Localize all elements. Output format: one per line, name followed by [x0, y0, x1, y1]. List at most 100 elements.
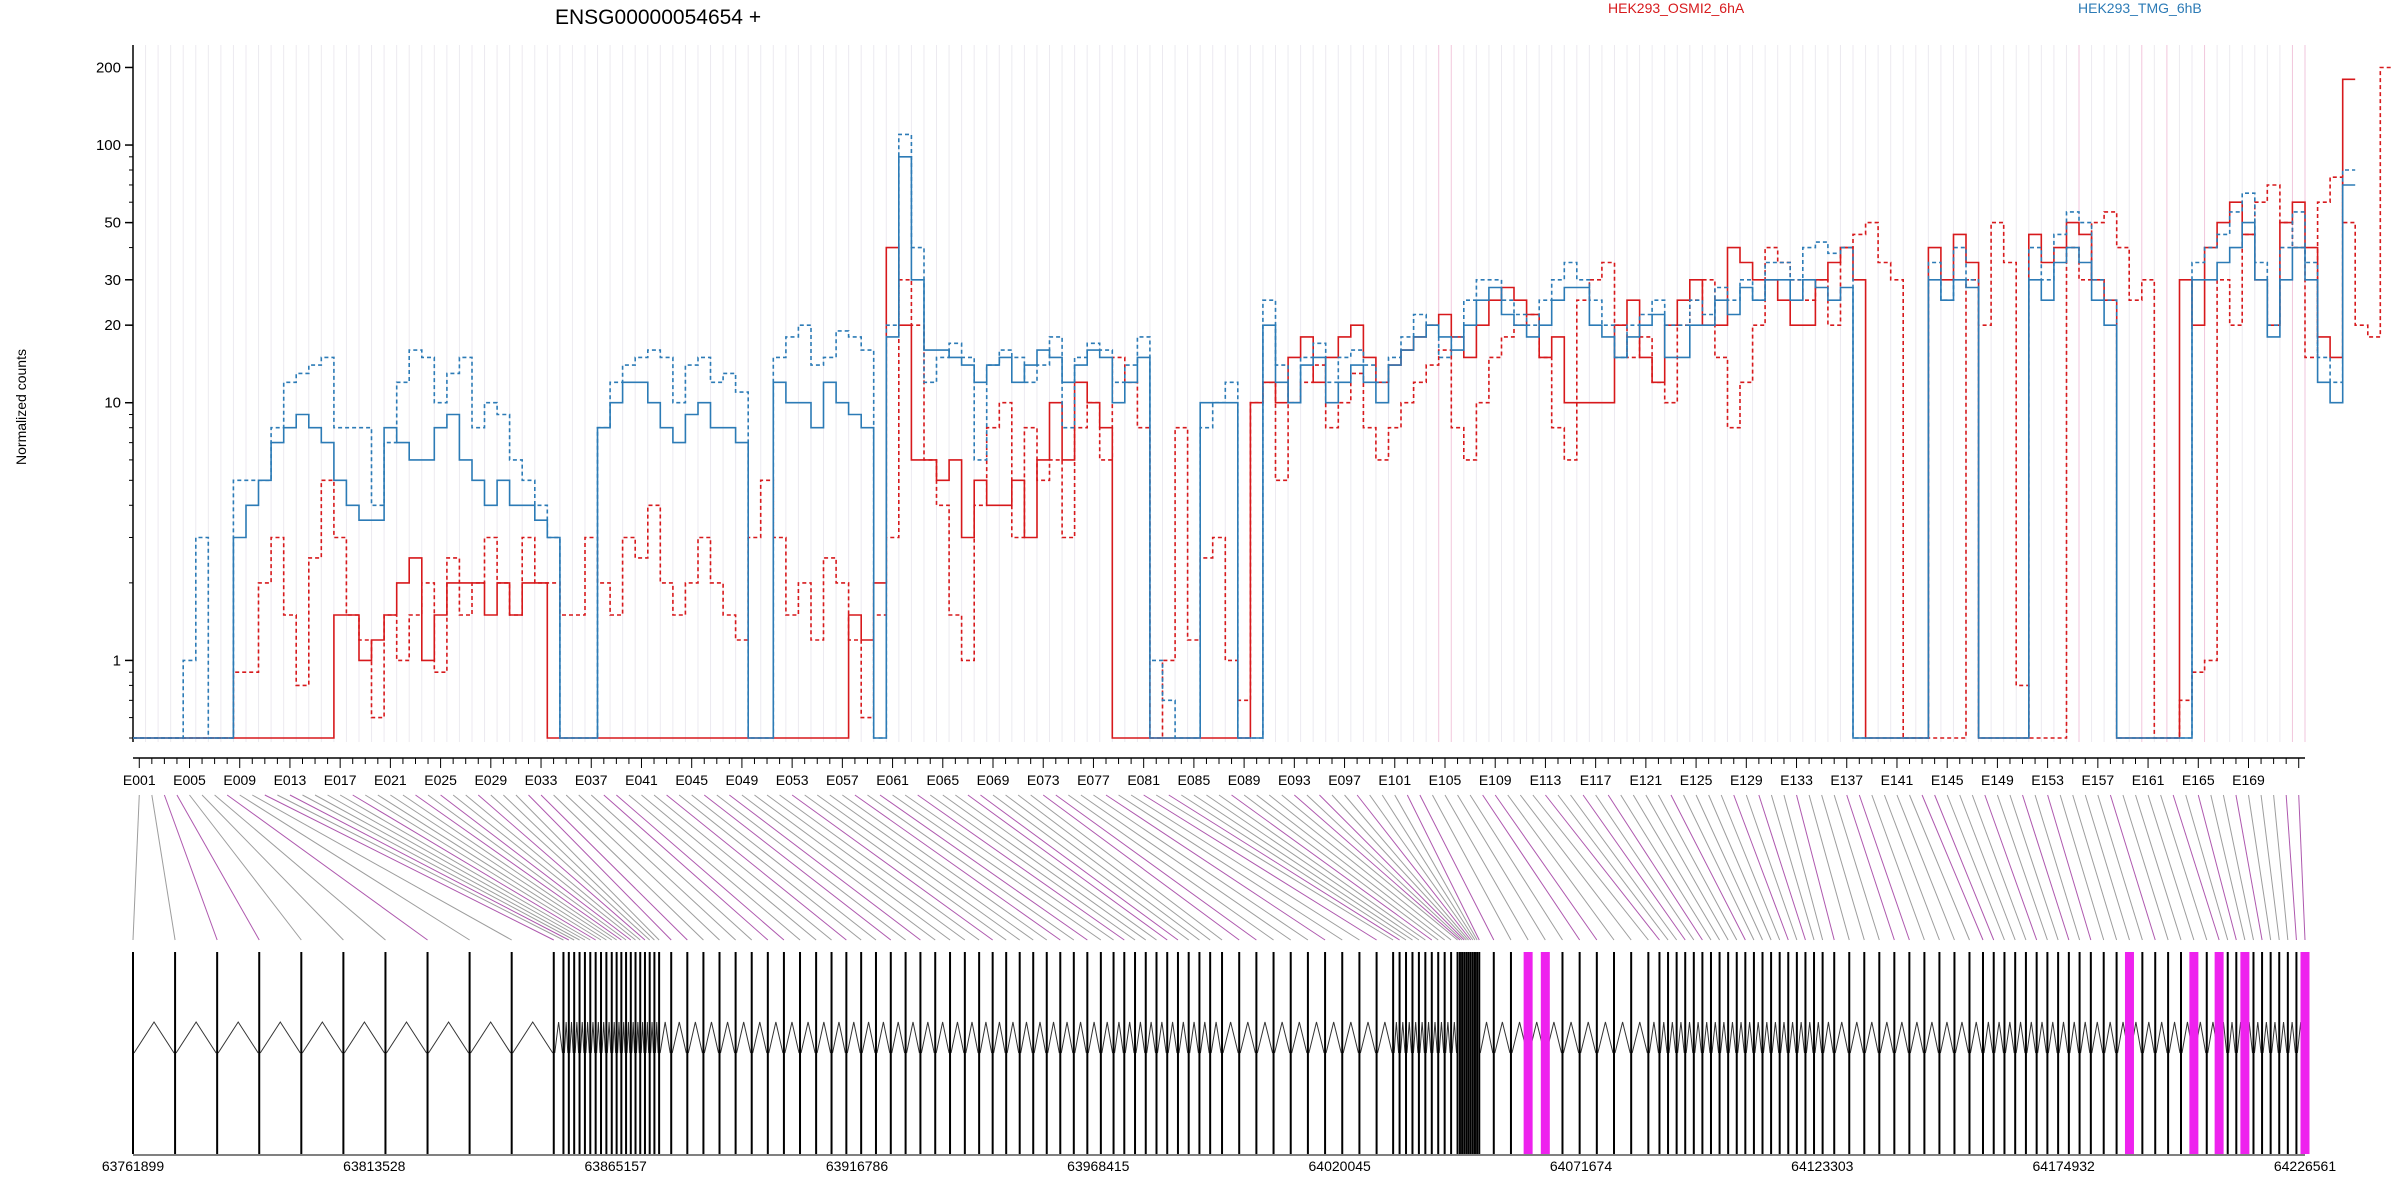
exon — [1398, 952, 1401, 1154]
connector — [616, 794, 785, 941]
intron — [386, 1021, 427, 1054]
intron — [2253, 1021, 2262, 1054]
y-tick-label: 10 — [104, 395, 121, 412]
connector — [2285, 794, 2297, 941]
intron — [950, 1021, 965, 1054]
exon — [1324, 952, 1327, 1154]
x-tick-label: E005 — [173, 772, 206, 788]
connector — [1545, 794, 1660, 941]
x-tick-label: E097 — [1328, 772, 1361, 788]
connector — [2273, 794, 2289, 941]
x-tick-label: E105 — [1429, 772, 1462, 788]
intron — [1419, 1021, 1425, 1054]
exon — [578, 952, 581, 1154]
intron — [133, 1021, 175, 1054]
intron — [784, 1021, 800, 1054]
intron — [2262, 1021, 2271, 1054]
exon — [1953, 952, 1956, 1154]
intron — [585, 1021, 590, 1054]
exon — [1863, 952, 1866, 1154]
connector — [1507, 794, 1615, 941]
intron — [768, 1021, 784, 1054]
connector — [2135, 794, 2182, 941]
exon — [1411, 952, 1414, 1154]
intron — [606, 1021, 612, 1054]
gene-model — [132, 952, 2310, 1154]
intron — [1668, 1021, 1677, 1054]
intron — [596, 1021, 601, 1054]
intron — [1969, 1021, 1983, 1054]
intron — [1101, 1021, 1114, 1054]
intron — [1702, 1021, 1711, 1054]
intron — [1754, 1021, 1763, 1054]
intron — [1780, 1021, 1788, 1054]
exon — [605, 952, 608, 1154]
intron — [671, 1021, 687, 1054]
connector — [980, 794, 1179, 941]
exon — [718, 952, 721, 1154]
exon — [2035, 952, 2038, 1154]
intron — [846, 1021, 861, 1054]
connector — [189, 794, 302, 941]
connector — [703, 794, 892, 941]
exon — [1463, 952, 1466, 1154]
exon — [653, 952, 656, 1154]
connector — [1570, 794, 1678, 941]
exon — [615, 952, 618, 1154]
intron — [640, 1021, 645, 1054]
x-tick-label: E025 — [424, 772, 457, 788]
intron — [906, 1021, 920, 1054]
connector — [1745, 794, 1798, 941]
intron — [1685, 1021, 1694, 1054]
exon — [2278, 952, 2281, 1154]
connector — [1532, 794, 1649, 941]
connector — [691, 794, 877, 941]
connector — [1356, 794, 1472, 941]
connector — [1231, 794, 1433, 941]
connector — [641, 794, 817, 941]
exon — [830, 952, 833, 1154]
x-tick-label: E085 — [1178, 772, 1211, 788]
exon-connectors — [132, 794, 2306, 941]
intron — [636, 1021, 640, 1054]
intron — [1156, 1021, 1167, 1054]
exon — [216, 952, 219, 1154]
y-tick-label: 100 — [96, 137, 121, 154]
connector — [754, 794, 951, 941]
exon — [1744, 952, 1747, 1154]
connector — [1808, 794, 1850, 941]
intron — [1479, 1021, 1494, 1054]
connector — [917, 794, 1125, 941]
exon — [1255, 952, 1258, 1154]
x-tick-label: E129 — [1730, 772, 1763, 788]
connector — [1419, 794, 1495, 941]
intron — [816, 1021, 832, 1054]
exon — [2179, 952, 2182, 1154]
intron — [569, 1021, 574, 1054]
exon — [625, 952, 628, 1154]
intron — [1406, 1021, 1412, 1054]
exon-highlighted — [2124, 952, 2134, 1154]
connector — [1469, 794, 1563, 941]
intron — [1124, 1021, 1135, 1054]
connector — [854, 794, 1061, 941]
intron — [1597, 1021, 1614, 1054]
series-2-line — [133, 133, 2356, 739]
connector — [929, 794, 1136, 941]
intron — [720, 1021, 736, 1054]
exon — [643, 952, 646, 1154]
intron — [554, 1021, 563, 1054]
x-tick-label: E125 — [1680, 772, 1713, 788]
exon — [1473, 952, 1476, 1154]
y-tick-label: 1 — [113, 652, 121, 669]
connector — [553, 794, 704, 941]
exon — [2057, 952, 2060, 1154]
connector — [1369, 794, 1474, 941]
intron — [1728, 1021, 1737, 1054]
connector — [302, 794, 575, 941]
exon — [620, 952, 623, 1154]
connector — [1181, 794, 1407, 941]
connector — [151, 794, 176, 941]
connector — [1770, 794, 1815, 941]
exon — [648, 952, 651, 1154]
